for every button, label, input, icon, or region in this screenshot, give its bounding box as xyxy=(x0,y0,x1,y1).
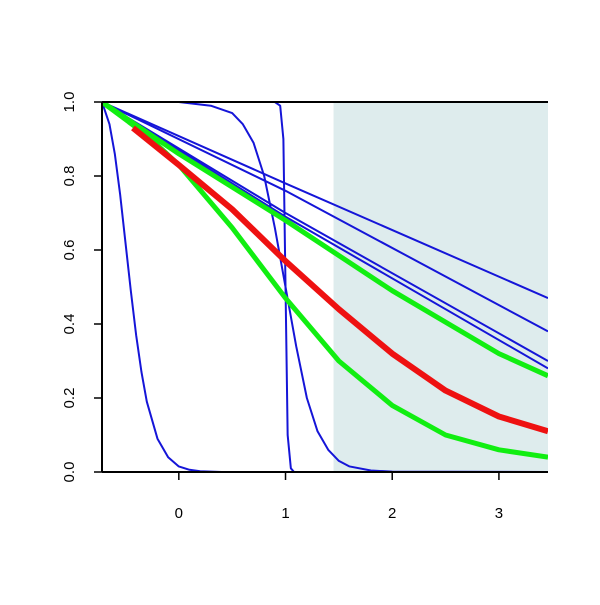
y-tick-label: 0.0 xyxy=(61,462,78,483)
curve xyxy=(102,102,548,472)
curve xyxy=(102,102,548,300)
curve xyxy=(102,102,548,333)
y-tick-label: 0.6 xyxy=(61,240,78,261)
x-tick-label: 3 xyxy=(495,505,503,522)
x-tick-label: 1 xyxy=(281,505,289,522)
plot-area xyxy=(102,102,548,472)
curve xyxy=(131,125,548,435)
shaded-region xyxy=(333,102,548,472)
x-tick-label: 2 xyxy=(388,505,396,522)
x-tick-label: 0 xyxy=(175,505,183,522)
y-tick-label: 0.8 xyxy=(61,166,78,187)
curve xyxy=(102,102,548,472)
y-tick-label: 1.0 xyxy=(61,92,78,113)
curve xyxy=(102,102,548,362)
curve xyxy=(102,102,548,379)
curve xyxy=(102,102,548,472)
y-tick-label: 0.2 xyxy=(61,388,78,409)
y-tick-label: 0.4 xyxy=(61,314,78,335)
